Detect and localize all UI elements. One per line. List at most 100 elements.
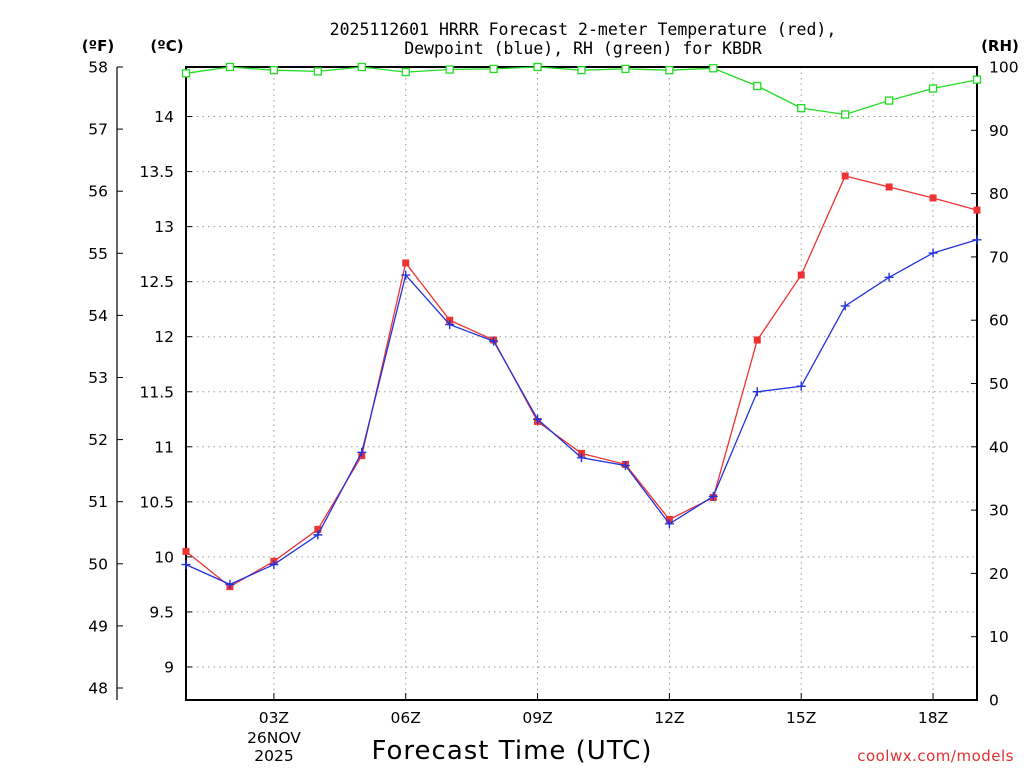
data-series [181, 62, 982, 591]
series-line [185, 175, 978, 588]
data-point [665, 66, 674, 75]
rh-tick-label: 60 [989, 312, 1009, 330]
celsius-tick-label: 10 [154, 548, 174, 566]
celsius-unit-label: (ºC) [150, 37, 183, 55]
fahrenheit-tick-label: 58 [88, 59, 108, 77]
data-point [929, 194, 937, 202]
data-point [928, 248, 938, 258]
rh-tick-label: 90 [989, 122, 1009, 140]
data-point [577, 66, 586, 75]
data-point [181, 69, 191, 78]
rh-tick-label: 20 [989, 565, 1009, 583]
rh-unit-label: (RH) [981, 37, 1019, 55]
celsius-tick-label: 9 [164, 658, 174, 676]
rh-tick-label: 30 [989, 502, 1009, 520]
data-point [182, 547, 190, 555]
data-point [313, 530, 323, 540]
data-point [225, 62, 235, 72]
site-credit: coolwx.com/models [857, 747, 1014, 765]
rh-tick-label: 40 [989, 438, 1009, 456]
rh-tick-label: 10 [989, 628, 1009, 646]
fahrenheit-tick-label: 49 [88, 617, 108, 635]
data-point [620, 461, 630, 471]
celsius-tick-label: 12 [154, 328, 174, 346]
data-point [841, 172, 849, 180]
data-point [225, 579, 235, 589]
time-tick-label: 18Z [918, 709, 948, 727]
fahrenheit-tick-label: 52 [88, 431, 108, 449]
data-point [181, 560, 191, 570]
data-point [445, 320, 455, 330]
data-point [577, 453, 586, 463]
time-tick-label: 03Z [259, 709, 289, 727]
data-point [621, 64, 630, 74]
celsius-tick-label: 11.5 [139, 383, 174, 401]
data-point [973, 206, 981, 214]
data-point [445, 65, 454, 74]
series-line [185, 239, 978, 586]
rh-tick-label: 100 [989, 59, 1019, 77]
x-axis-title: Forecast Time (UTC) [371, 736, 652, 766]
fahrenheit-tick-label: 48 [88, 680, 108, 698]
time-tick-label: 15Z [786, 709, 816, 727]
time-tick-label: 06Z [391, 709, 421, 727]
celsius-tick-label: 12.5 [139, 273, 174, 291]
data-point [269, 560, 279, 570]
fahrenheit-tick-label: 57 [88, 121, 108, 139]
rh-tick-label: 70 [989, 248, 1009, 266]
chart-title-line2: Dewpoint (blue), RH (green) for KBDR [404, 39, 762, 58]
date-label-year: 2025 [254, 747, 293, 765]
data-point [797, 271, 805, 279]
grid-lines [186, 67, 977, 700]
series-temperature [182, 172, 981, 591]
data-point [357, 447, 367, 457]
data-point [489, 336, 499, 346]
fahrenheit-tick-label: 51 [88, 493, 108, 511]
data-point [533, 414, 543, 424]
celsius-tick-label: 13 [154, 218, 174, 236]
data-point [796, 381, 806, 391]
rh-tick-label: 80 [989, 185, 1009, 203]
celsius-tick-label: 13.5 [139, 163, 174, 181]
data-point [401, 270, 411, 280]
tick-labels: 9 9.5 10 10.5 11 11.5 12 12.5 13 13.5 14 03Z 06Z 09Z 1… [88, 59, 1018, 728]
data-point [928, 84, 938, 93]
fahrenheit-tick-label: 56 [88, 183, 108, 201]
data-point [972, 235, 982, 245]
series-relative-humidity [181, 62, 982, 119]
celsius-tick-label: 9.5 [149, 603, 174, 621]
data-point [489, 64, 498, 74]
chart-title-line1: 2025112601 HRRR Forecast 2-meter Tempera… [330, 20, 837, 39]
data-point [841, 110, 850, 119]
data-point [314, 525, 322, 533]
celsius-tick-label: 11 [154, 438, 174, 456]
data-point [753, 81, 762, 91]
series-dewpoint [181, 235, 982, 589]
fahrenheit-tick-label: 53 [88, 369, 108, 387]
data-point [269, 66, 279, 75]
data-point [402, 259, 410, 267]
data-point [884, 272, 894, 282]
plot-frame [185, 66, 978, 701]
data-point [709, 64, 718, 73]
data-point [533, 62, 542, 72]
data-point [885, 183, 893, 191]
data-point [972, 75, 982, 84]
celsius-tick-label: 10.5 [139, 493, 174, 511]
data-point [401, 67, 410, 77]
time-tick-label: 12Z [654, 709, 684, 727]
fahrenheit-tick-label: 50 [88, 555, 108, 573]
data-point [797, 103, 806, 113]
date-label-day: 26NOV [247, 729, 301, 747]
celsius-tick-label: 14 [154, 108, 174, 126]
data-point [884, 96, 894, 105]
time-tick-label: 09Z [522, 709, 552, 727]
axes [116, 66, 978, 701]
data-point [313, 67, 322, 76]
data-point [708, 491, 718, 501]
rh-tick-label: 0 [989, 692, 999, 710]
data-point [753, 336, 761, 344]
data-point [357, 62, 366, 72]
fahrenheit-unit-label: (ºF) [82, 37, 114, 55]
